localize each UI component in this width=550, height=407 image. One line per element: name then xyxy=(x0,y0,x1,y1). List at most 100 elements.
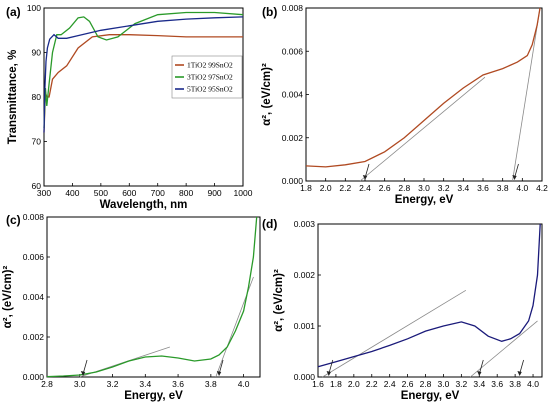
y-tick-label: 0.006 xyxy=(23,252,45,262)
x-axis-title: Energy, eV xyxy=(401,390,460,402)
x-tick-label: 3.2 xyxy=(107,379,119,389)
legend-label: 3TiO2 97SnO2 xyxy=(187,73,233,82)
x-tick-label: 300 xyxy=(37,188,51,198)
x-axis-title: Energy, eV xyxy=(124,390,183,402)
x-tick-label: 3.8 xyxy=(509,379,521,389)
x-tick-label: 900 xyxy=(207,188,221,198)
plot-frame xyxy=(46,216,261,378)
y-tick-label: 0.004 xyxy=(282,90,304,100)
arrow-head xyxy=(512,175,517,180)
x-axis-title: Wavelength, nm xyxy=(100,199,188,211)
series-line xyxy=(317,223,541,368)
x-tick-label: 3.8 xyxy=(205,379,217,389)
x-tick-label: 4.0 xyxy=(238,379,250,389)
x-tick-label: 2.8 xyxy=(420,379,432,389)
x-tick-label: 3.2 xyxy=(455,379,467,389)
panel-label: (b) xyxy=(262,5,277,19)
x-tick-label: 2.8 xyxy=(41,379,53,389)
series-line xyxy=(305,7,541,168)
y-tick-label: 0.002 xyxy=(282,133,304,143)
x-tick-label: 3.4 xyxy=(139,379,151,389)
y-tick-label: 100 xyxy=(27,3,41,13)
y-tick-label: 0.004 xyxy=(23,292,45,302)
y-tick-label: 90 xyxy=(32,48,42,58)
y-tick-label: 0.002 xyxy=(294,270,316,280)
x-tick-label: 500 xyxy=(94,188,108,198)
x-tick-label: 700 xyxy=(151,188,165,198)
plot-frame xyxy=(305,7,543,182)
x-tick-label: 3.6 xyxy=(172,379,184,389)
x-tick-label: 1000 xyxy=(234,188,253,198)
x-tick-label: 2.8 xyxy=(398,183,410,193)
x-tick-label: 2.2 xyxy=(366,379,378,389)
arrow-head xyxy=(477,371,482,376)
x-tick-label: 800 xyxy=(179,188,193,198)
x-tick-label: 2.0 xyxy=(348,379,360,389)
x-axis-title: Energy, eV xyxy=(395,194,454,206)
x-tick-label: 4.0 xyxy=(516,183,528,193)
fit-line xyxy=(512,7,541,182)
y-tick-label: 0.000 xyxy=(294,372,316,382)
x-tick-label: 2.4 xyxy=(359,183,371,193)
x-tick-label: 3.0 xyxy=(438,379,450,389)
panel-a: (a) 300 400 500 600 700 800 900 1000 60 70 80 90 100 W… xyxy=(6,3,253,211)
y-tick-label: 80 xyxy=(32,92,42,102)
x-tick-label: 1.8 xyxy=(300,183,312,193)
y-tick-label: 0.003 xyxy=(294,219,316,229)
y-tick-label: 0.002 xyxy=(23,332,45,342)
y-tick-label: 0.000 xyxy=(23,372,45,382)
series-line xyxy=(43,11,244,129)
x-tick-label: 2.6 xyxy=(402,379,414,389)
panel-c: (c) 2.8 3.0 3.2 3.4 3.6 3.8 4.0 0.000 0.002 0.004 0… xyxy=(2,212,261,402)
panel-label: (a) xyxy=(6,5,21,19)
fit-line xyxy=(470,320,538,378)
y-axis-title: α², (eV/cm)² xyxy=(273,269,285,332)
arrow-head xyxy=(362,175,368,180)
y-tick-label: 0.006 xyxy=(282,46,304,56)
x-tick-label: 400 xyxy=(65,188,79,198)
arrow-head xyxy=(216,371,222,376)
x-tick-label: 3.2 xyxy=(438,183,450,193)
x-tick-label: 1.6 xyxy=(312,379,324,389)
y-axis-title: Transmittance, % xyxy=(7,50,19,145)
y-tick-label: 70 xyxy=(32,137,42,147)
series-line xyxy=(43,16,244,133)
arrow-head xyxy=(80,371,86,376)
x-tick-label: 3.4 xyxy=(457,183,469,193)
legend-label: 1TiO2 99SnO2 xyxy=(187,61,233,70)
fit-line xyxy=(322,289,467,378)
panel-label: (c) xyxy=(6,213,21,227)
y-tick-label: 0.008 xyxy=(23,212,45,222)
fit-line xyxy=(359,76,486,182)
x-tick-label: 2.4 xyxy=(384,379,396,389)
x-tick-label: 3.0 xyxy=(418,183,430,193)
legend: 1TiO2 99SnO2 3TiO2 97SnO2 5TiO2 95SnO2 xyxy=(171,55,243,99)
x-tick-label: 3.6 xyxy=(491,379,503,389)
arrow-head xyxy=(517,371,522,376)
arrow-head xyxy=(326,371,331,376)
y-tick-label: 0.001 xyxy=(294,321,316,331)
x-tick-label: 3.4 xyxy=(473,379,485,389)
panel-b: (b) 1.8 2.0 2.2 2.4 2.6 2.8 3.0 3.2 3.4 3.6 3.8 4.0 4… xyxy=(261,3,548,206)
x-tick-label: 1.8 xyxy=(330,379,342,389)
series-line xyxy=(46,216,258,378)
panel-d: (d) 1.6 1.8 2.0 2.2 2.4 2.6 2.8 3.0 3.2 3.4 3.6 3.8 4… xyxy=(262,217,543,402)
legend-label: 5TiO2 95SnO2 xyxy=(187,85,233,94)
x-tick-label: 2.2 xyxy=(339,183,351,193)
y-axis-title: α², (eV/cm)² xyxy=(2,266,14,329)
plot-frame xyxy=(317,223,543,378)
x-tick-label: 2.0 xyxy=(320,183,332,193)
x-tick-label: 4.0 xyxy=(527,379,539,389)
x-tick-label: 3.8 xyxy=(497,183,509,193)
x-tick-label: 3.0 xyxy=(74,379,86,389)
x-tick-label: 2.6 xyxy=(379,183,391,193)
x-tick-label: 3.6 xyxy=(477,183,489,193)
panel-label: (d) xyxy=(262,217,277,231)
y-tick-label: 60 xyxy=(32,181,42,191)
x-tick-label: 600 xyxy=(122,188,136,198)
x-tick-label: 4.2 xyxy=(536,183,548,193)
y-tick-label: 0.008 xyxy=(282,3,304,13)
y-tick-label: 0.000 xyxy=(282,176,304,186)
y-axis-title: α², (eV/cm)² xyxy=(261,63,273,126)
